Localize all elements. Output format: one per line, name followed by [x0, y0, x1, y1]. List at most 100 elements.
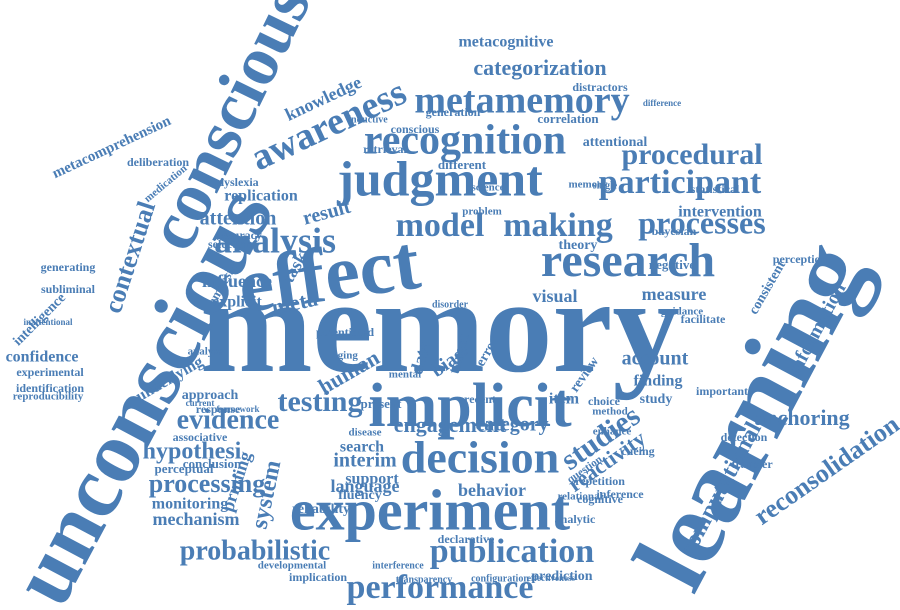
word: deliberation: [127, 155, 189, 169]
word: different: [438, 157, 487, 172]
word: effectiveness: [527, 573, 575, 583]
word: important: [696, 384, 748, 398]
word: subliminal: [41, 282, 96, 296]
word: implication: [289, 570, 347, 584]
word: attention: [200, 208, 277, 230]
word: study: [640, 392, 673, 407]
word: language: [330, 476, 399, 496]
word: making: [503, 207, 613, 244]
word: finding: [634, 373, 683, 390]
word: memory: [200, 252, 680, 401]
word: interim: [333, 450, 397, 472]
word: bayesian: [652, 224, 697, 238]
word: selection: [208, 237, 252, 251]
word: repetition: [575, 474, 625, 488]
word: item: [549, 391, 580, 408]
word: prediction: [531, 569, 592, 584]
word: facilitate: [681, 312, 726, 326]
word: science: [472, 182, 505, 194]
word: mechanism: [153, 509, 240, 529]
word: metamemory: [414, 80, 629, 122]
word: intervention: [678, 204, 762, 221]
word: behavior: [458, 480, 526, 500]
word: categorization: [473, 55, 606, 80]
word: metacognitive: [458, 34, 553, 51]
word: experimental: [16, 365, 84, 379]
word: method: [592, 406, 627, 418]
word: theory: [559, 238, 598, 253]
word: explicit: [212, 294, 262, 311]
word: influence: [202, 271, 272, 291]
word: relational: [557, 491, 602, 503]
word: research: [541, 234, 715, 287]
word: disease: [349, 427, 382, 439]
word: disorder: [432, 299, 469, 310]
word: analyse: [188, 346, 223, 358]
word: monitoring: [152, 496, 228, 513]
word: perception: [773, 252, 828, 266]
word: present: [361, 396, 403, 411]
word: decision: [401, 432, 559, 483]
word: visual: [532, 286, 577, 306]
word: evidence: [177, 404, 280, 435]
word: transparency: [396, 574, 452, 585]
word: choice: [588, 394, 621, 408]
word: declarative: [438, 532, 495, 546]
word: negative: [649, 257, 695, 272]
word: inattentional: [23, 317, 73, 327]
word: probabilistic: [180, 535, 330, 566]
word: reliability: [292, 502, 350, 517]
word: measure: [642, 284, 707, 304]
word: participant: [599, 164, 762, 201]
word: analysis: [214, 220, 336, 260]
word: recent: [464, 392, 496, 406]
word: analytic: [555, 512, 596, 526]
word: generating: [41, 260, 96, 274]
word: response: [196, 402, 241, 416]
word: conscious: [391, 122, 440, 136]
word: processes: [638, 204, 765, 240]
word: developmental: [258, 560, 326, 572]
word: enhance: [593, 426, 632, 438]
word: interference: [372, 560, 424, 571]
word: category: [475, 414, 548, 436]
word: testing: [278, 385, 363, 418]
word: identification: [16, 381, 84, 395]
word: hypothesi: [143, 439, 242, 465]
word: implicit: [368, 372, 572, 440]
word: detection: [721, 430, 768, 444]
word: attentional: [583, 135, 648, 150]
word: statistical: [691, 182, 740, 196]
word: approach: [182, 388, 239, 403]
word: inductive: [348, 114, 388, 125]
word: fluency: [338, 488, 382, 503]
word: cueing: [621, 444, 654, 458]
word: correlation: [537, 111, 599, 126]
word: associative: [173, 430, 228, 444]
word: dyslexia: [217, 175, 258, 189]
word: distractors: [572, 80, 628, 94]
word: experiment: [290, 477, 571, 542]
word: anchoring: [754, 405, 849, 430]
word: search: [340, 439, 384, 456]
word: performance: [347, 569, 534, 606]
word: account: [622, 348, 689, 370]
word: confidence: [6, 349, 79, 366]
word: metacomprehension: [50, 113, 174, 182]
word: retrieval: [363, 142, 407, 156]
word: single: [593, 180, 618, 191]
word: cognitive: [577, 492, 624, 506]
word: framework: [217, 404, 260, 414]
word: procedural: [621, 138, 762, 171]
word: model: [396, 207, 485, 244]
word: processing: [149, 469, 266, 498]
word: judgment: [336, 150, 543, 206]
word: reproducibility: [13, 391, 84, 403]
word: problem: [462, 206, 502, 218]
word: aging: [332, 350, 358, 362]
word: mental: [389, 369, 421, 381]
word: accuracy: [216, 228, 262, 242]
word: support: [345, 471, 399, 488]
word: conclusion: [183, 456, 242, 471]
